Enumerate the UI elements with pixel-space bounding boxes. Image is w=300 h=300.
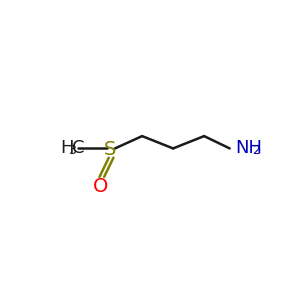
Text: NH: NH bbox=[235, 139, 262, 157]
Text: O: O bbox=[93, 177, 109, 196]
Text: H: H bbox=[61, 139, 74, 157]
Text: 2: 2 bbox=[252, 144, 260, 157]
Text: S: S bbox=[103, 140, 116, 160]
Text: 3: 3 bbox=[68, 144, 76, 157]
Text: C: C bbox=[72, 139, 85, 157]
